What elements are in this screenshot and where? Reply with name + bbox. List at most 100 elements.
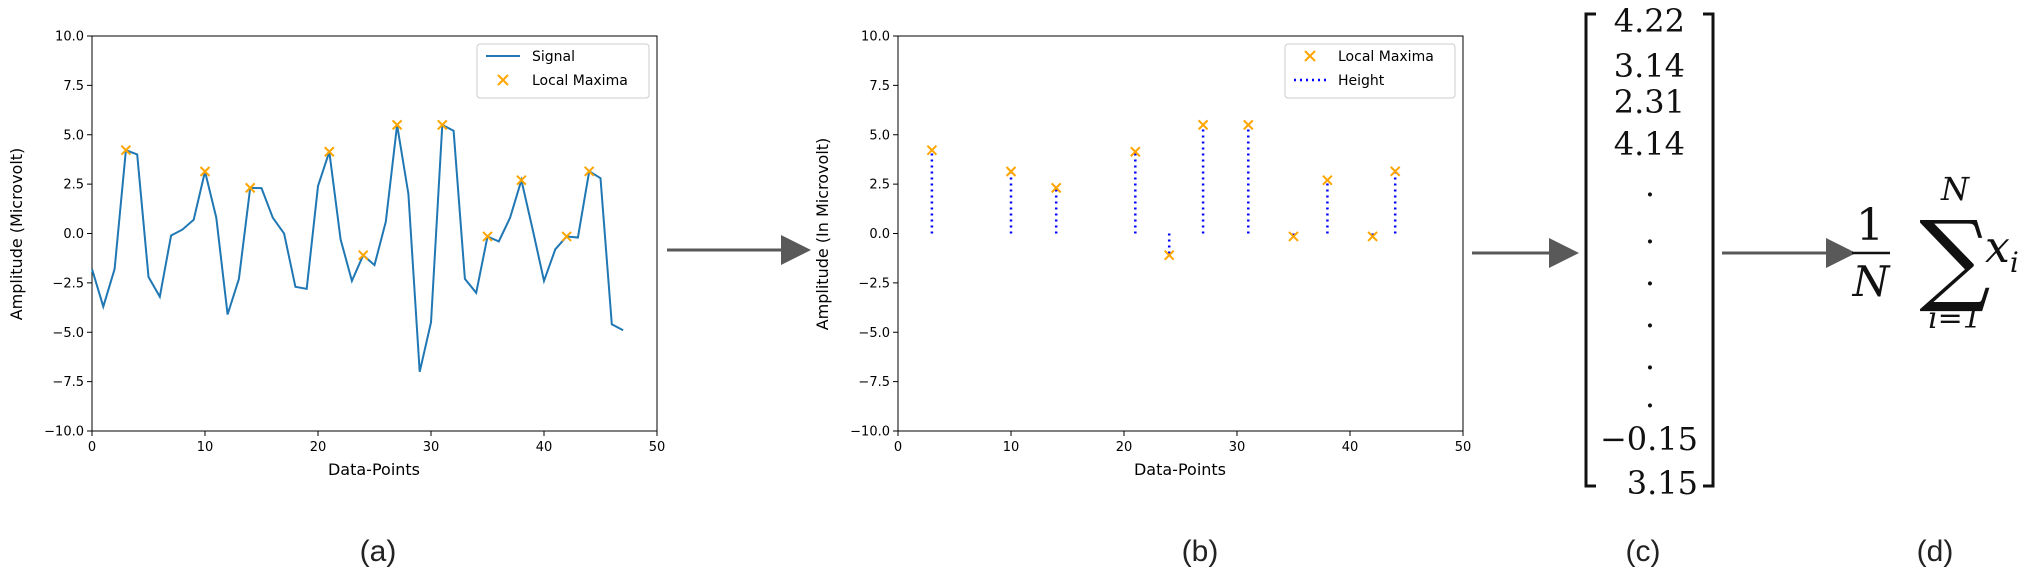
vector-right-bracket	[1703, 12, 1715, 488]
vector-value-n: 3.15	[1627, 464, 1698, 502]
legend-height-label: Height	[1338, 73, 1385, 89]
chart-b-legend: Local Maxima Height	[1284, 43, 1456, 99]
chart-a-plot	[91, 119, 624, 373]
x-tick-label: 0	[88, 440, 96, 455]
local-maxima-marker	[583, 166, 595, 177]
vector-dot: .	[1645, 255, 1655, 293]
x-tick-label: 0	[894, 440, 902, 455]
y-tick-label: −7.5	[52, 375, 84, 390]
y-tick-label: 10.0	[861, 30, 890, 45]
formula-sum-symbol: ∑	[1919, 199, 1990, 316]
legend-b-maxima-marker	[1304, 50, 1316, 62]
vector-value-3: 2.31	[1614, 83, 1685, 121]
local-maxima-marker	[324, 146, 335, 157]
feature-vector: 4.22 3.14 2.31 4.14 . . . . . . −0.15 3.…	[1584, 2, 1715, 502]
signal-line	[91, 123, 624, 373]
vector-dot: .	[1645, 377, 1655, 415]
vector-dot: .	[1645, 339, 1655, 377]
formula-term-x: x	[1985, 222, 2010, 273]
local-maxima-marker	[1243, 119, 1254, 131]
vector-dot: .	[1645, 166, 1655, 204]
y-tick-label: −10.0	[44, 425, 84, 440]
chart-b: 0 10 20 30 40 50 10.0 7.5 5.0 2.5 0.0 −2.5 −5.0 −7.5 −…	[813, 30, 1471, 480]
chart-a-legend: Signal Local Maxima	[476, 43, 650, 99]
local-maxima-marker	[391, 119, 403, 131]
mean-formula: 1 N N ∑ i=1 xi	[1852, 170, 2019, 336]
chart-a-ticks: 0 10 20 30 40 50 10.0 7.5 5.0 2.5 0.0 −2.5 −5.0 −7.5 −…	[44, 30, 665, 456]
y-tick-label: 0.0	[869, 227, 890, 242]
y-tick-label: 7.5	[63, 79, 84, 94]
x-tick-label: 20	[1116, 440, 1133, 455]
legend-b-maxima-label: Local Maxima	[1338, 49, 1434, 65]
chart-b-ylabel: Amplitude (In Microvolt)	[813, 138, 832, 331]
x-tick-label: 30	[1229, 440, 1246, 455]
x-tick-label: 10	[1003, 440, 1020, 455]
caption-c: (c)	[1626, 535, 1661, 568]
local-maxima-marker	[437, 119, 448, 131]
x-tick-label: 20	[310, 440, 327, 455]
legend-maxima-label: Local Maxima	[532, 73, 628, 89]
vector-value-4: 4.14	[1614, 125, 1685, 163]
chart-b-ticks: 0 10 20 30 40 50 10.0 7.5 5.0 2.5 0.0 −2.5 −5.0 −7.5 −…	[850, 30, 1471, 456]
local-maxima-marker	[1050, 182, 1062, 194]
chart-b-legend-box	[1284, 43, 1456, 99]
formula-denominator: N	[1852, 257, 1891, 306]
local-maxima-marker	[244, 182, 256, 194]
local-maxima-marker	[1197, 119, 1209, 131]
x-tick-label: 40	[536, 440, 553, 455]
y-tick-label: −2.5	[52, 276, 84, 291]
y-tick-label: 5.0	[63, 128, 84, 143]
local-maxima-marker	[1288, 231, 1299, 242]
vector-value-n-1: −0.15	[1600, 420, 1698, 458]
local-maxima-marker	[561, 231, 572, 242]
local-maxima-marker	[199, 166, 211, 177]
y-tick-label: 7.5	[869, 79, 890, 94]
local-maxima-marker	[482, 231, 493, 242]
chart-a-legend-box	[476, 43, 650, 99]
caption-a: (a)	[360, 535, 397, 568]
legend-signal-label: Signal	[532, 49, 575, 65]
y-tick-label: −5.0	[858, 326, 890, 341]
local-maxima-marker	[516, 174, 527, 186]
y-tick-label: 2.5	[63, 178, 84, 193]
y-tick-label: −5.0	[52, 326, 84, 341]
formula-sum-upper: N	[1940, 170, 1970, 208]
local-maxima-marker	[357, 250, 369, 261]
chart-b-xlabel: Data-Points	[1134, 460, 1226, 479]
local-maxima-marker	[1367, 231, 1378, 242]
formula-term: xi	[1985, 222, 2019, 279]
y-tick-label: 2.5	[869, 178, 890, 193]
x-tick-label: 40	[1342, 440, 1359, 455]
formula-subscript: i	[2010, 246, 2019, 279]
x-tick-label: 50	[649, 440, 666, 455]
local-maxima-marker	[1389, 166, 1401, 177]
vector-dot: .	[1645, 213, 1655, 251]
local-maxima-marker	[1005, 166, 1017, 177]
local-maxima-marker	[1322, 174, 1333, 186]
local-maxima-marker	[926, 144, 938, 156]
local-maxima-marker	[1130, 146, 1141, 157]
local-maxima-marker	[1163, 250, 1175, 261]
formula-sum-lower: i=1	[1928, 301, 1982, 336]
vector-value-1: 4.22	[1614, 2, 1685, 40]
x-tick-label: 10	[197, 440, 214, 455]
y-tick-label: 0.0	[63, 227, 84, 242]
x-tick-label: 30	[423, 440, 440, 455]
chart-b-plot	[926, 119, 1401, 261]
y-tick-label: −10.0	[850, 425, 890, 440]
y-tick-label: −7.5	[858, 375, 890, 390]
y-tick-label: 5.0	[869, 128, 890, 143]
caption-b: (b)	[1182, 535, 1219, 568]
chart-a-ylabel: Amplitude (Microvolt)	[7, 148, 26, 321]
x-tick-label: 50	[1455, 440, 1472, 455]
vector-value-2: 3.14	[1614, 47, 1685, 85]
vector-left-bracket	[1584, 12, 1596, 488]
legend-maxima-marker	[497, 74, 509, 86]
formula-numerator: 1	[1856, 200, 1884, 251]
y-tick-label: −2.5	[858, 276, 890, 291]
caption-d: (d)	[1917, 535, 1954, 568]
chart-a: 0 10 20 30 40 50 10.0 7.5 5.0 2.5 0.0 −2.5 −5.0 −7.5 −…	[7, 30, 665, 480]
vector-dot: .	[1645, 297, 1655, 335]
chart-a-xlabel: Data-Points	[328, 460, 420, 479]
